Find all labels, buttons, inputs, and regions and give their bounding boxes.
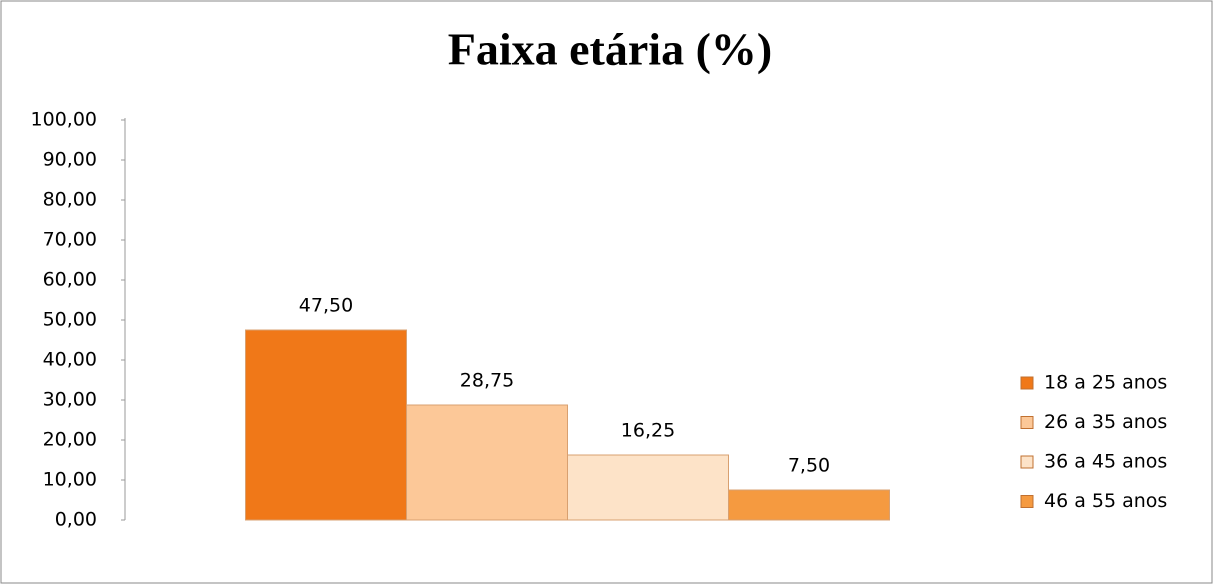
chart-title: Faixa etária (%) [448, 24, 772, 75]
value-label: 7,50 [788, 455, 830, 477]
y-tick-label: 0,00 [55, 509, 97, 531]
bar [728, 489, 890, 521]
y-tick-label: 90,00 [43, 149, 97, 171]
value-label: 16,25 [621, 420, 675, 442]
legend-swatch [1020, 455, 1034, 469]
bar [567, 454, 729, 521]
legend-label: 36 a 45 anos [1044, 451, 1167, 473]
legend-label: 18 a 25 anos [1044, 372, 1167, 394]
y-tick-label: 80,00 [43, 189, 97, 211]
bar [245, 329, 407, 521]
y-tick-label: 100,00 [31, 109, 97, 131]
legend-swatch [1020, 376, 1034, 390]
value-label: 28,75 [460, 370, 514, 392]
y-tick-label: 30,00 [43, 389, 97, 411]
value-label: 47,50 [299, 295, 353, 317]
y-tick-label: 60,00 [43, 269, 97, 291]
bar [406, 404, 568, 521]
y-tick-label: 50,00 [43, 309, 97, 331]
legend-swatch [1020, 416, 1034, 429]
y-tick-label: 40,00 [43, 349, 97, 371]
legend-swatch [1020, 495, 1034, 508]
y-tick-label: 10,00 [43, 469, 97, 491]
y-tick-label: 70,00 [43, 229, 97, 251]
y-tick-label: 20,00 [43, 429, 97, 451]
legend-label: 26 a 35 anos [1044, 411, 1167, 433]
legend-label: 46 a 55 anos [1044, 490, 1167, 512]
